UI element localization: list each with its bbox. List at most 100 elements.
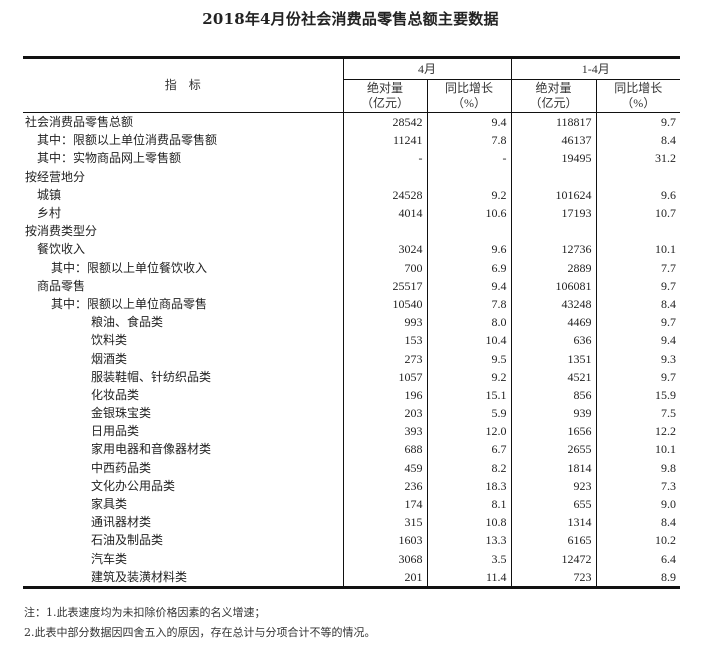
- april-abs-cell: [342, 222, 427, 241]
- april-abs-cell: 1603: [342, 531, 427, 550]
- april-abs-cell: 196: [342, 385, 427, 404]
- table-row: 建筑及装潢材料类 201 11.4 723 8.9: [23, 567, 680, 589]
- table-notes: 注：1.此表速度均为未扣除价格因素的名义增速； 2.此表中部分数据因四舍五入的原…: [24, 603, 376, 643]
- ytd-yoy-cell: 9.7: [595, 367, 680, 386]
- ytd-abs-cell: 655: [510, 494, 596, 514]
- row-label: 其中：限额以上单位餐饮收入: [51, 260, 208, 275]
- april-yoy-cell: -: [426, 149, 511, 168]
- table-row: 其中：限额以上单位消费品零售额 11241 7.8 46137 8.4: [23, 131, 680, 150]
- ytd-abs-cell: 19495: [510, 149, 596, 168]
- row-label: 城镇: [37, 187, 62, 202]
- april-abs-cell: 25517: [342, 276, 427, 295]
- table-row: 其中：限额以上单位餐饮收入 700 6.9 2889 7.7: [23, 258, 680, 277]
- row-label: 文化办公用品类: [91, 478, 176, 493]
- row-label: 按经营地分: [25, 169, 86, 184]
- row-label: 饮料类: [91, 333, 128, 348]
- ytd-yoy-cell: [595, 167, 680, 186]
- ytd-abs-cell: 6165: [510, 531, 596, 550]
- ytd-yoy-cell: 9.4: [595, 331, 680, 350]
- april-yoy-cell: [426, 222, 511, 241]
- ytd-abs-cell: [510, 167, 596, 186]
- april-yoy-cell: 9.4: [426, 276, 511, 295]
- row-label: 按消费类型分: [25, 224, 98, 239]
- row-label: 通讯器材类: [91, 515, 152, 530]
- row-label: 其中：限额以上单位消费品零售额: [37, 133, 218, 148]
- table-row: 中西药品类 459 8.2 1814 9.8: [23, 458, 680, 477]
- indicator-header: 指 标: [23, 56, 343, 113]
- ytd-abs-cell: [510, 222, 596, 241]
- row-label: 中西药品类: [91, 460, 152, 475]
- ytd-yoy-cell: 15.9: [595, 385, 680, 404]
- table-row: 石油及制品类 1603 13.3 6165 10.2: [23, 531, 680, 550]
- ytd-abs-cell: 12472: [510, 549, 596, 568]
- ytd-abs-cell: 118817: [510, 112, 596, 132]
- ytd-yoy-cell: 8.9: [595, 567, 680, 589]
- table-row: 汽车类 3068 3.5 12472 6.4: [23, 549, 680, 568]
- april-abs-cell: 153: [342, 331, 427, 350]
- row-label: 金银珠宝类: [91, 406, 152, 421]
- april-yoy-cell: 9.6: [426, 240, 511, 259]
- ytd-yoy-cell: 10.1: [595, 240, 680, 259]
- ytd-yoy-cell: 9.3: [595, 349, 680, 368]
- note-2: 2.此表中部分数据因四舍五入的原因，存在总计与分项合计不等的情况。: [24, 626, 376, 639]
- table-row: 烟酒类 273 9.5 1351 9.3: [23, 349, 680, 368]
- april-abs-cell: 201: [342, 567, 427, 589]
- row-label: 粮油、食品类: [91, 315, 164, 330]
- retail-sales-table: 指 标 4月 1-4月 绝对量 （亿元） 同比增长 （%） 绝对量 （亿元） 同比增长…: [23, 56, 680, 589]
- row-label: 其中：实物商品网上零售额: [37, 151, 182, 166]
- table-row: 化妆品类 196 15.1 856 15.9: [23, 385, 680, 404]
- ytd-abs-cell: 636: [510, 331, 596, 350]
- april-yoy-cell: 9.2: [426, 367, 511, 386]
- note-1: 注：1.此表速度均为未扣除价格因素的名义增速；: [24, 606, 266, 619]
- april-abs-cell: 700: [342, 258, 427, 277]
- april-yoy-cell: 8.1: [426, 494, 511, 514]
- april-abs-cell: 1057: [342, 367, 427, 386]
- april-abs-cell: 24528: [342, 185, 427, 204]
- ytd-abs-header: 绝对量 （亿元）: [510, 79, 596, 113]
- table-row: 餐饮收入 3024 9.6 12736 10.1: [23, 240, 680, 259]
- april-yoy-cell: 18.3: [426, 476, 511, 495]
- ytd-yoy-cell: 9.7: [595, 112, 680, 132]
- table-row: 日用品类 393 12.0 1656 12.2: [23, 422, 680, 441]
- table-row: 文化办公用品类 236 18.3 923 7.3: [23, 476, 680, 495]
- row-label: 化妆品类: [91, 387, 140, 402]
- ytd-yoy-cell: 6.4: [595, 549, 680, 568]
- april-yoy-cell: 15.1: [426, 385, 511, 404]
- april-yoy-cell: 5.9: [426, 404, 511, 423]
- row-label: 建筑及装潢材料类: [23, 567, 343, 589]
- ytd-abs-cell: 939: [510, 404, 596, 423]
- table-row: 商品零售 25517 9.4 106081 9.7: [23, 276, 680, 295]
- ytd-abs-cell: 4521: [510, 367, 596, 386]
- april-group-header: 4月: [342, 56, 511, 80]
- ytd-yoy-cell: 9.6: [595, 185, 680, 204]
- april-abs-cell: 11241: [342, 131, 427, 150]
- ytd-abs-cell: 43248: [510, 294, 596, 314]
- table-row: 按经营地分: [23, 167, 680, 186]
- april-abs-header: 绝对量 （亿元）: [342, 79, 427, 113]
- april-yoy-cell: [426, 167, 511, 186]
- april-yoy-cell: 6.7: [426, 440, 511, 459]
- ytd-yoy-header: 同比增长 （%）: [595, 79, 680, 113]
- table-row: 其中：实物商品网上零售额 - -19495 31.2: [23, 149, 680, 168]
- ytd-yoy-cell: [595, 222, 680, 241]
- table-row: 金银珠宝类 203 5.9 939 7.5: [23, 404, 680, 423]
- ytd-abs-cell: 1814: [510, 458, 596, 477]
- table-row: 饮料类 153 10.4 636 9.4: [23, 331, 680, 350]
- april-yoy-cell: 8.2: [426, 458, 511, 477]
- april-abs-cell: 688: [342, 440, 427, 459]
- april-yoy-header: 同比增长 （%）: [426, 79, 511, 113]
- row-label: 家具类: [91, 497, 128, 512]
- april-abs-cell: 236: [342, 476, 427, 495]
- ytd-yoy-cell: 9.7: [595, 276, 680, 295]
- row-label: 餐饮收入: [37, 242, 86, 257]
- ytd-yoy-cell: 9.8: [595, 458, 680, 477]
- april-yoy-cell: 7.8: [426, 131, 511, 150]
- page-title: 2018年4月份社会消费品零售总额主要数据: [202, 10, 499, 28]
- ytd-yoy-cell: 10.2: [595, 531, 680, 550]
- ytd-yoy-cell: 8.4: [595, 294, 680, 314]
- ytd-yoy-cell: 7.5: [595, 404, 680, 423]
- april-yoy-cell: 10.4: [426, 331, 511, 350]
- april-abs-cell: 273: [342, 349, 427, 368]
- table-row: 粮油、食品类 993 8.0 4469 9.7: [23, 313, 680, 332]
- april-yoy-cell: 9.2: [426, 185, 511, 204]
